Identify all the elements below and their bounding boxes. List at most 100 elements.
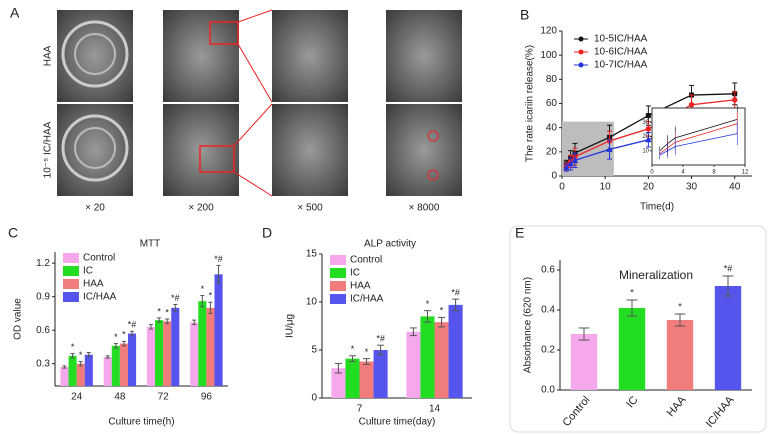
legend-label: 10-5IC/HAA [594, 34, 648, 45]
point [571, 156, 579, 163]
bar [214, 274, 223, 386]
legend-label: HAA [83, 279, 104, 290]
inset-x-tick-label: 0 [650, 170, 654, 176]
row-label: 10⁻⁵ IC/HAA [43, 121, 54, 178]
significance-marker: * [351, 344, 355, 354]
x-tick-label: 0 [559, 182, 565, 193]
y-tick-label: 0 [551, 171, 557, 182]
legend-label: 10-7IC/HAA [594, 60, 648, 71]
y-tick-label: 1.2 [36, 258, 50, 269]
bar [68, 355, 77, 386]
scaffold-ring [74, 33, 116, 75]
panel-letter: D [262, 225, 272, 241]
legend-swatch [330, 255, 346, 265]
y-tick-label: 120 [540, 26, 557, 37]
legend-marker [578, 36, 584, 42]
panel-letter: B [520, 7, 529, 23]
bar [206, 307, 215, 386]
y-tick-label: 10 [306, 297, 318, 308]
bar [359, 361, 374, 398]
x-tick-label: 24 [71, 392, 83, 403]
panel-a: A HAA 10⁻⁵ IC/HAA × 20 × 200 × [10, 5, 462, 214]
inset-x-tick-label: 8 [712, 170, 716, 176]
panel-letter: C [8, 225, 18, 241]
y-tick-label: 0.0 [541, 385, 555, 396]
sem-image [57, 10, 133, 102]
significance-marker: * [678, 301, 682, 311]
x-tick-label: 30 [686, 182, 698, 193]
bar [618, 308, 646, 390]
point [732, 97, 738, 103]
significance-marker: *# [451, 287, 460, 297]
legend-swatch [63, 279, 79, 289]
y-axis-label: The rate icariin release(%) [525, 45, 536, 162]
point [567, 160, 574, 167]
y-tick-label: 60 [546, 98, 558, 109]
bar [714, 286, 742, 390]
bar [406, 331, 421, 398]
significance-marker: * [165, 307, 169, 317]
x-tick-label: 14 [429, 404, 441, 415]
y-tick-label: 0.6 [36, 325, 50, 336]
x-tick-label: 10 [600, 182, 612, 193]
chart-title: MTT [140, 239, 161, 250]
inset-line [659, 119, 738, 152]
bar [127, 333, 137, 386]
zoom-line [237, 43, 273, 103]
panel-letter: E [515, 225, 524, 241]
legend-swatch [63, 253, 79, 263]
x-axis-label: Culture time(day) [359, 417, 436, 428]
zoom-line [237, 9, 273, 23]
x-tick-label: Control [561, 394, 593, 429]
significance-marker: *# [171, 293, 180, 303]
bar [190, 322, 199, 386]
bar [666, 320, 694, 390]
inset-y-tick-label: 20 [642, 134, 649, 140]
significance-marker: *# [214, 254, 223, 264]
legend-label: Control [83, 253, 115, 264]
y-tick-label: 100 [540, 50, 557, 61]
x-tick-label: IC [624, 394, 640, 410]
legend-label: HAA [350, 281, 371, 292]
significance-marker: * [71, 342, 75, 352]
y-axis-label: OD value [13, 298, 24, 340]
legend-label: IC/HAA [350, 294, 384, 305]
bar [198, 301, 207, 386]
significance-marker: * [426, 299, 430, 309]
x-axis-label: Culture time(h) [108, 417, 174, 428]
significance-marker: * [440, 306, 444, 316]
y-tick-label: 0 [311, 393, 317, 404]
bar [84, 354, 93, 386]
x-tick-label: 96 [201, 392, 213, 403]
bar [155, 320, 164, 386]
point [645, 126, 652, 132]
zoom-box [209, 21, 239, 45]
zoom-box [199, 145, 235, 173]
inset-x-tick-label: 12 [742, 170, 749, 176]
row-label: HAA [43, 45, 54, 66]
bar [171, 307, 180, 386]
significance-marker: * [157, 306, 161, 316]
legend-label: Control [350, 255, 382, 266]
inset-line [659, 123, 738, 154]
sem-image [386, 10, 462, 102]
legend-label: 10-6IC/HAA [594, 47, 648, 58]
chart-title: ALP activity [364, 239, 416, 250]
x-tick-label: 40 [729, 182, 741, 193]
legend-label: IC [83, 266, 93, 277]
sem-image [272, 10, 348, 102]
legend-swatch [330, 294, 346, 304]
y-tick-label: 40 [546, 122, 558, 133]
point [645, 113, 651, 119]
inset-y-tick-label: 10 [642, 148, 649, 154]
significance-marker: *# [724, 263, 733, 273]
significance-marker: * [201, 284, 205, 294]
y-tick-label: 0.9 [36, 291, 50, 302]
point [606, 145, 613, 152]
y-tick-label: 0.3 [36, 358, 50, 369]
x-tick-label: 7 [357, 404, 363, 415]
significance-marker: * [79, 350, 83, 360]
significance-marker: *# [376, 334, 385, 344]
bar [103, 356, 112, 386]
